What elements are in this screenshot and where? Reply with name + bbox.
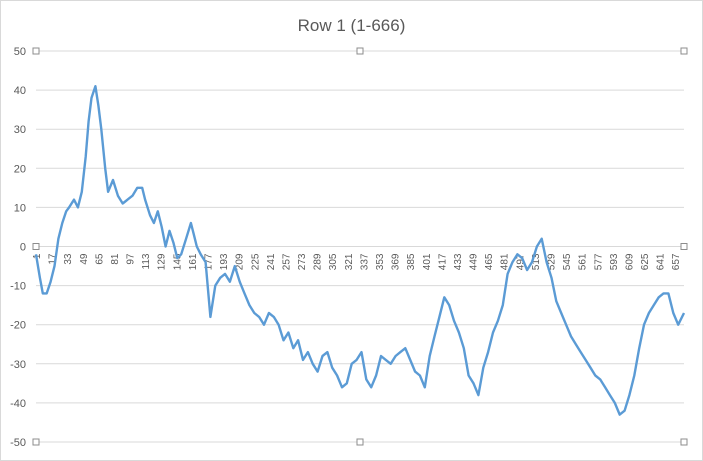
resize-handle[interactable] <box>680 243 688 250</box>
x-tick-label: 273 <box>297 253 308 270</box>
resize-handle[interactable] <box>32 438 40 446</box>
y-tick-label: 10 <box>14 202 26 214</box>
x-tick-label: 209 <box>235 253 246 270</box>
x-tick-label: 193 <box>219 253 230 270</box>
x-tick-label: 369 <box>391 253 402 270</box>
x-tick-label: 177 <box>204 253 215 270</box>
y-tick-label: 20 <box>14 163 26 175</box>
y-tick-label: 40 <box>14 85 26 97</box>
x-tick-label: 129 <box>157 253 168 270</box>
chart-title: Row 1 (1-666) <box>297 16 406 35</box>
y-tick-label: -20 <box>10 320 26 332</box>
x-tick-label: 609 <box>624 253 635 270</box>
x-tick-label: 49 <box>79 253 90 265</box>
x-tick-label: 161 <box>188 253 199 270</box>
x-tick-label: 417 <box>437 253 448 270</box>
x-tick-label: 225 <box>250 253 261 270</box>
resize-handle[interactable] <box>680 47 688 55</box>
x-tick-label: 65 <box>94 253 105 265</box>
series-layer <box>34 84 686 416</box>
x-axis-tick-labels: 1 17 33 49 65 81 97 113 129 145 161 177 193 209 225 241… <box>32 253 682 270</box>
y-tick-label: 0 <box>20 242 26 254</box>
x-tick-label: 145 <box>172 253 183 270</box>
resize-handle[interactable] <box>680 438 688 446</box>
x-tick-label: 577 <box>593 253 604 270</box>
x-tick-label: 481 <box>500 253 511 270</box>
y-tick-label: -10 <box>10 281 26 293</box>
x-tick-label: 449 <box>469 253 480 270</box>
y-tick-label: -40 <box>10 398 26 410</box>
y-tick-label: 30 <box>14 124 26 136</box>
x-tick-label: 401 <box>422 253 433 270</box>
y-tick-label: -50 <box>10 437 26 449</box>
x-tick-label: 17 <box>48 253 59 265</box>
x-tick-label: 353 <box>375 253 386 270</box>
resize-handle[interactable] <box>32 243 40 250</box>
series-line <box>34 84 686 416</box>
x-tick-label: 545 <box>562 253 573 270</box>
x-tick-label: 657 <box>671 253 682 270</box>
x-tick-label: 433 <box>453 253 464 270</box>
y-axis-tick-labels: 50 40 30 20 10 0 -10 -20 -30 -40 -50 <box>10 46 26 449</box>
x-tick-label: 641 <box>656 253 667 270</box>
x-tick-label: 561 <box>578 253 589 270</box>
x-tick-label: 241 <box>266 253 277 270</box>
x-tick-label: 593 <box>609 253 620 270</box>
x-tick-label: 321 <box>344 253 355 270</box>
x-tick-label: 529 <box>547 253 558 270</box>
y-tick-label: -30 <box>10 359 26 371</box>
x-tick-label: 97 <box>126 253 137 265</box>
gridlines <box>36 50 684 443</box>
x-tick-label: 497 <box>515 253 526 270</box>
resize-handle[interactable] <box>32 47 40 55</box>
resize-handle[interactable] <box>356 47 364 55</box>
resize-handle[interactable] <box>356 438 364 446</box>
x-tick-label: 465 <box>484 253 495 270</box>
x-tick-label: 385 <box>406 253 417 270</box>
x-tick-label: 337 <box>359 253 370 270</box>
x-tick-label: 33 <box>63 253 74 265</box>
x-tick-label: 81 <box>110 253 121 265</box>
x-tick-label: 305 <box>328 253 339 270</box>
x-tick-label: 289 <box>313 253 324 270</box>
x-tick-label: 257 <box>281 253 292 270</box>
x-tick-label: 513 <box>531 253 542 270</box>
y-tick-label: 50 <box>14 46 26 58</box>
selection-handles[interactable] <box>32 47 688 446</box>
x-tick-label: 625 <box>640 253 651 270</box>
x-tick-label: 113 <box>141 253 152 269</box>
